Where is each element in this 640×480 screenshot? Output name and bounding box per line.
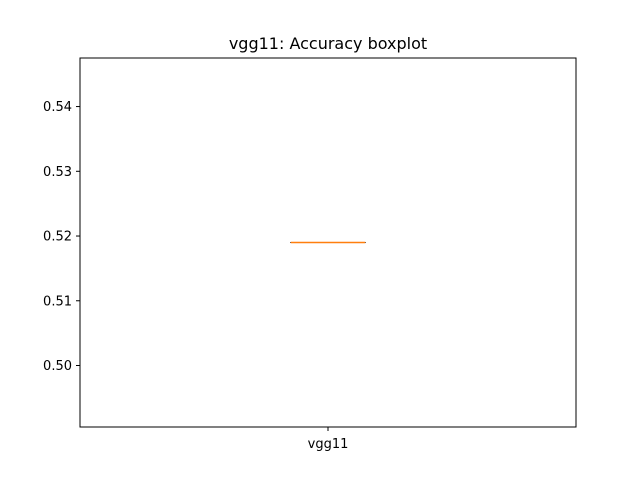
y-tick-label: 0.51 bbox=[43, 294, 72, 309]
y-axis-ticks: 0.50 0.51 0.52 0.53 0.54 bbox=[43, 100, 80, 374]
y-tick-label: 0.53 bbox=[43, 165, 72, 180]
y-tick-label: 0.54 bbox=[43, 100, 72, 115]
y-tick-label: 0.50 bbox=[43, 359, 72, 374]
y-tick-label: 0.52 bbox=[43, 230, 72, 245]
x-axis-ticks: vgg11 bbox=[308, 427, 349, 452]
plot-area-frame bbox=[79, 57, 577, 428]
chart-title: vgg11: Accuracy boxplot bbox=[229, 34, 427, 53]
x-tick-label: vgg11 bbox=[308, 437, 349, 452]
